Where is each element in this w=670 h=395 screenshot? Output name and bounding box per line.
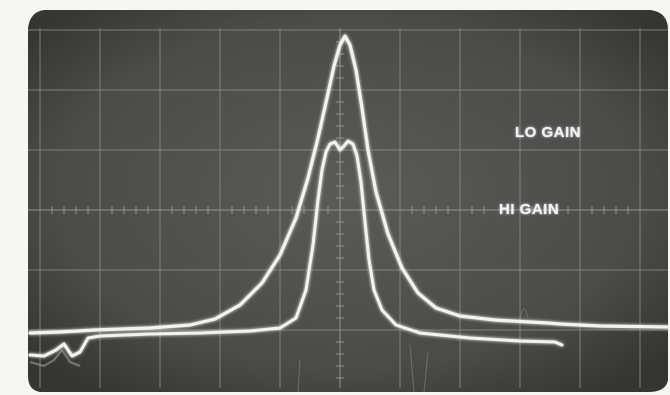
lo-gain-label: LO GAIN [515,124,581,141]
oscilloscope-screen [28,10,668,392]
hi-gain-label: HI GAIN [499,201,560,218]
hi-gain-trace [28,139,564,358]
lo-gain-trace [28,34,670,335]
graticule-center-axes [28,28,668,388]
ghost-trace [29,348,81,367]
graticule-grid [28,28,668,388]
noise-streaks [297,308,529,393]
